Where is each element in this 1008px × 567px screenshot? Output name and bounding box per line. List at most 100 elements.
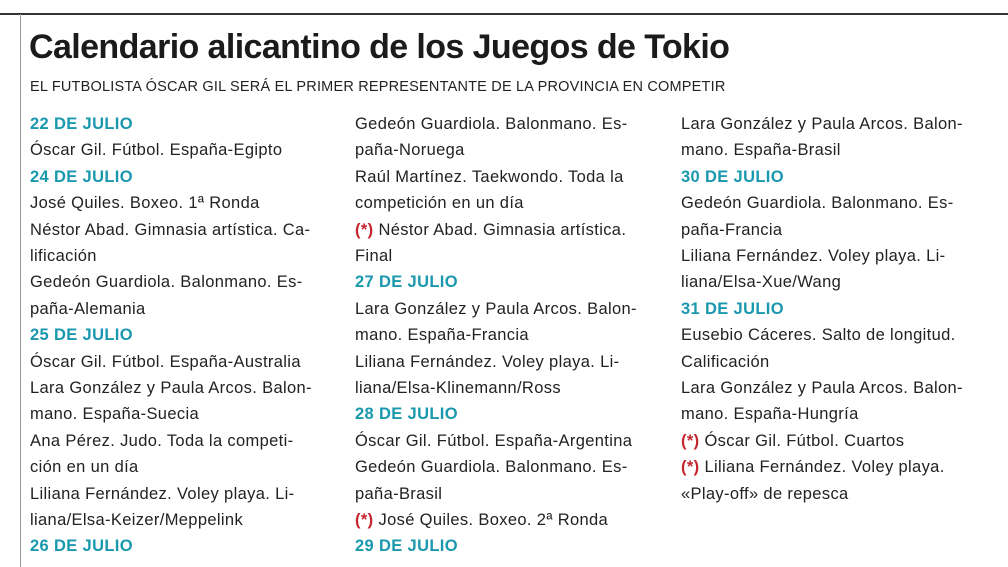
date-heading: 29 DE JULIO — [355, 533, 458, 559]
entry-text: Lara González y Paula Arcos. Balon- — [30, 379, 312, 397]
entry-line: Lara González y Paula Arcos. Balon- — [30, 375, 312, 401]
date-heading: 31 DE JULIO — [681, 296, 784, 322]
mark: (*) — [681, 458, 700, 477]
entry-line: mano. España-Brasil — [681, 137, 841, 163]
frame-rule — [0, 13, 1008, 15]
entry-text: Eusebio Cáceres. Salto de longitud. — [681, 326, 956, 345]
entry-text: lificación — [30, 247, 97, 265]
entry-text: Liliana Fernández. Voley playa. Li- — [681, 247, 946, 265]
date: 22 DE JULIO — [30, 115, 133, 133]
entry-text: Liliana Fernández. Voley playa. Li- — [355, 352, 620, 371]
entry-text: Gedeón Guardiola. Balonmano. Es- — [355, 115, 628, 133]
entry-line: liana/Elsa-Xue/Wang — [681, 269, 841, 295]
entry-line: competición en un día — [355, 190, 524, 216]
entry-line: José Quiles. Boxeo. 1ª Ronda — [30, 190, 260, 216]
entry-text: Gedeón Guardiola. Balonmano. Es- — [30, 273, 303, 292]
entry-line: (*) José Quiles. Boxeo. 2ª Ronda — [355, 507, 608, 533]
entry-line: Ana Pérez. Judo. Toda la competi- — [30, 428, 293, 454]
title: Calendario alicantino de los Juegos de T… — [29, 28, 730, 66]
date-heading: 28 DE JULIO — [355, 401, 458, 427]
entry-text: paña-Alemania — [30, 299, 146, 318]
entry-line: Calificación — [681, 349, 770, 375]
entry-text: Óscar Gil. Fútbol. España-Australia — [30, 352, 301, 371]
entry-text: mano. España-Brasil — [681, 141, 841, 160]
entry-text: Liliana Fernández. Voley playa. Li- — [30, 484, 295, 503]
entry-text: Óscar Gil. Fútbol. España-Egipto — [30, 141, 283, 160]
entry-line: paña-Francia — [681, 217, 782, 243]
date: 24 DE JULIO — [30, 167, 133, 186]
entry-line: Óscar Gil. Fútbol. España-Egipto — [30, 137, 282, 163]
mark: (*) — [355, 220, 374, 239]
entry-text: paña-Francia — [681, 220, 783, 239]
date: 30 DE JULIO — [681, 167, 784, 186]
entry-line: ción en un día — [30, 454, 139, 480]
date-heading: 24 DE JULIO — [30, 164, 133, 190]
entry-line: Gedeón Guardiola. Balonmano. Es- — [30, 269, 303, 295]
entry-text: Lara González y Paula Arcos. Balon- — [681, 115, 963, 133]
entry-line: (*) Néstor Abad. Gimnasia artística. — [355, 217, 626, 243]
entry-text: Liliana Fernández. Voley playa. — [704, 458, 945, 477]
entry-line: Lara González y Paula Arcos. Balon- — [681, 111, 963, 137]
entry-text: liana/Elsa-Klinemann/Ross — [355, 379, 561, 397]
entry-text: competición en un día — [355, 194, 524, 213]
entry-text: «Play-off» de repesca — [681, 484, 849, 503]
entry-line: Óscar Gil. Fútbol. España-Argentina — [355, 428, 632, 454]
entry-line: Eusebio Cáceres. Salto de longitud. — [681, 322, 956, 348]
entry-text: Ana Pérez. Judo. Toda la competi- — [30, 431, 294, 450]
entry-text: Raúl Martínez. Taekwondo. Toda la — [355, 167, 624, 186]
date-heading: 22 DE JULIO — [30, 111, 133, 137]
date: 26 DE JULIO — [30, 537, 133, 556]
entry-line: Final — [355, 243, 393, 269]
entry-line: Liliana Fernández. Voley playa. Li- — [355, 349, 620, 375]
entry-text: liana/Elsa-Xue/Wang — [681, 273, 842, 292]
date: 31 DE JULIO — [681, 299, 784, 318]
mark: (*) — [681, 431, 700, 450]
entry-text: mano. España-Hungría — [681, 405, 859, 424]
entry-line: paña-Brasil — [355, 481, 442, 507]
entry-line: (*) Liliana Fernández. Voley playa. — [681, 454, 945, 480]
mark: (*) — [355, 511, 374, 529]
entry-text: Lara González y Paula Arcos. Balon- — [355, 299, 637, 318]
entry-text: Néstor Abad. Gimnasia artística. — [378, 220, 627, 239]
entry-text: Lara González y Paula Arcos. Balon- — [681, 379, 963, 397]
entry-line: Gedeón Guardiola. Balonmano. Es- — [355, 111, 628, 137]
date: 28 DE JULIO — [355, 405, 458, 424]
entry-line: liana/Elsa-Klinemann/Ross — [355, 375, 561, 401]
entry-text: mano. España-Francia — [355, 326, 529, 345]
date: 29 DE JULIO — [355, 537, 458, 556]
entry-line: Óscar Gil. Fútbol. España-Australia — [30, 349, 301, 375]
date-heading: 26 DE JULIO — [30, 533, 133, 559]
entry-text: Gedeón Guardiola. Balonmano. Es- — [681, 194, 954, 213]
entry-text: liana/Elsa-Keizer/Meppelink — [30, 511, 244, 529]
entry-line: paña-Alemania — [30, 296, 146, 322]
entry-line: Raúl Martínez. Taekwondo. Toda la — [355, 164, 624, 190]
subtitle: EL FUTBOLISTA ÓSCAR GIL SERÁ EL PRIMER R… — [30, 79, 726, 95]
entry-text: ción en un día — [30, 458, 139, 477]
date: 27 DE JULIO — [355, 273, 458, 292]
entry-line: mano. España-Francia — [355, 322, 529, 348]
entry-text: Gedeón Guardiola. Balonmano. Es- — [355, 458, 628, 477]
entry-line: liana/Elsa-Keizer/Meppelink — [30, 507, 243, 533]
entry-text: Néstor Abad. Gimnasia artística. Ca- — [30, 220, 311, 239]
entry-text: paña-Brasil — [355, 484, 443, 503]
entry-text: Óscar Gil. Fútbol. España-Argentina — [355, 431, 633, 450]
entry-line: Liliana Fernández. Voley playa. Li- — [681, 243, 946, 269]
entry-line: paña-Noruega — [355, 137, 465, 163]
entry-line: Gedeón Guardiola. Balonmano. Es- — [355, 454, 628, 480]
frame-rule — [20, 14, 21, 567]
date-heading: 25 DE JULIO — [30, 322, 133, 348]
entry-line: Lara González y Paula Arcos. Balon- — [355, 296, 637, 322]
entry-text: Calificación — [681, 352, 770, 371]
entry-text: José Quiles. Boxeo. 1ª Ronda — [30, 194, 260, 213]
entry-line: (*) Óscar Gil. Fútbol. Cuartos — [681, 428, 904, 454]
entry-line: Liliana Fernández. Voley playa. Li- — [30, 481, 295, 507]
entry-text: Óscar Gil. Fútbol. Cuartos — [704, 431, 905, 450]
entry-line: mano. España-Hungría — [681, 401, 859, 427]
entry-line: Gedeón Guardiola. Balonmano. Es- — [681, 190, 954, 216]
entry-line: Néstor Abad. Gimnasia artística. Ca- — [30, 217, 310, 243]
entry-text: José Quiles. Boxeo. 2ª Ronda — [378, 511, 609, 529]
entry-text: mano. España-Suecia — [30, 405, 199, 424]
date-heading: 27 DE JULIO — [355, 269, 458, 295]
entry-line: lificación — [30, 243, 97, 269]
